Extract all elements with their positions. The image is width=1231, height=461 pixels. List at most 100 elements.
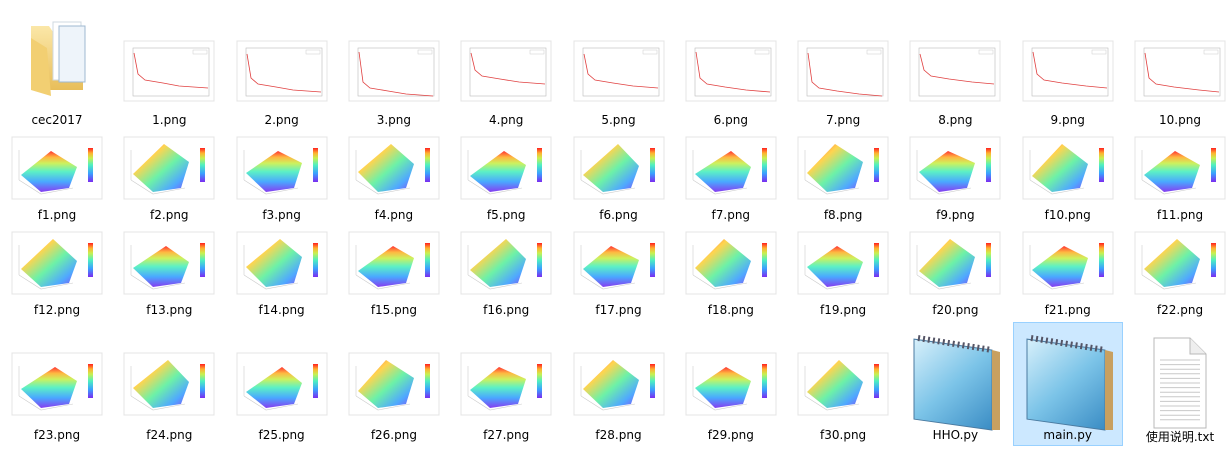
surface [807,246,864,287]
axes [804,150,860,195]
colorbar [424,364,430,398]
file-name: f9.png [936,208,975,222]
file-icon [1134,231,1226,295]
colorbar [874,148,880,182]
axes [1141,245,1197,290]
file-icon [236,40,328,102]
colorbar [986,243,992,277]
surface [357,144,414,192]
file-icon [236,136,328,200]
file-name: f14.png [258,303,305,317]
folder-front [31,38,51,96]
colorbar [537,364,543,398]
surface [21,367,77,408]
colorbar [88,243,93,277]
axes [692,245,747,290]
axes [804,245,860,290]
colorbar [874,243,880,277]
colorbar [537,243,543,277]
plot-area [919,47,996,97]
file-icon [909,136,1001,200]
plot-area [357,47,435,97]
file-name: f24.png [146,428,193,442]
file-icon [348,136,440,200]
surface [1031,144,1088,192]
file-name: f15.png [370,303,417,317]
axes [130,366,186,411]
colorbar [1098,148,1104,182]
surface [1031,246,1088,287]
file-icon [573,40,664,102]
axes [692,150,747,195]
surface [582,246,639,287]
curve [695,51,770,93]
file-name: f19.png [820,303,867,317]
surface [1144,239,1200,287]
surface [582,144,639,192]
colorbar [649,364,655,398]
file-icon [909,231,1001,295]
plot-area [694,47,772,97]
file-icon [123,136,215,200]
axes [917,150,972,195]
legend-box [642,49,657,55]
curve [133,52,209,89]
file-icon [348,40,440,102]
file-icon [348,352,440,416]
colorbar [986,148,992,182]
file-name: f16.png [483,303,530,317]
surface [694,367,751,408]
file-icon [460,231,552,295]
file-icon [11,136,103,200]
colorbar [312,148,318,182]
axes [804,366,860,411]
colorbar [312,243,318,277]
plot-area [245,47,322,97]
file-name: f1.png [37,208,77,222]
file-icon [1134,40,1226,102]
file-icon [11,352,103,416]
file-icon [797,136,889,200]
file-icon [1153,337,1207,429]
file-icon [573,231,664,295]
pad-side [992,350,1001,430]
plot-area [469,47,547,97]
colorbar [761,243,767,277]
colorbar [761,148,767,182]
file-icon [31,21,86,96]
file-name: f28.png [595,428,642,442]
axes [130,150,186,195]
file-icon [685,231,777,295]
surface [133,246,190,287]
colorbar [1211,243,1216,277]
file-icon [236,231,328,295]
file-name: f10.png [1044,208,1091,222]
surface [694,239,751,287]
surface [357,246,414,287]
curve [246,53,321,93]
surface [133,144,190,192]
file-icon [797,40,889,102]
colorbar [649,243,655,277]
surface [470,367,527,408]
surface [919,239,976,287]
thumb-frame [797,40,889,102]
file-name: f17.png [595,303,642,317]
file-name: main.py [1043,428,1092,442]
file-icon [1022,231,1114,295]
file-name: f25.png [258,428,305,442]
file-icon [913,335,1001,431]
file-icon [348,231,440,295]
pad-body [913,338,993,431]
file-name: f4.png [374,208,414,222]
axes [692,366,747,411]
colorbar [88,148,93,182]
file-icon [685,352,777,416]
plot-area [132,47,210,97]
colorbar [200,364,206,398]
surface [470,151,527,192]
file-icon [909,40,1001,102]
legend-box [193,49,208,55]
surface [582,360,639,408]
legend-box [979,49,994,55]
